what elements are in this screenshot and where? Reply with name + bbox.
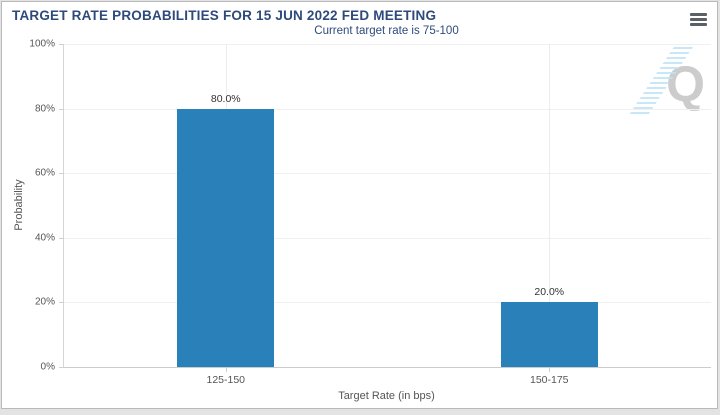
y-tick-mark (59, 44, 64, 45)
watermark-hatch-stripes-icon (629, 47, 693, 115)
y-tick-label: 80% (34, 103, 55, 115)
x-tick-mark (225, 367, 227, 372)
bar-125-150[interactable] (177, 108, 275, 367)
x-category-label: 125-150 (206, 374, 246, 386)
watermark: Q (627, 47, 709, 115)
chart-title: TARGET RATE PROBABILITIES FOR 15 JUN 202… (12, 8, 437, 23)
y-tick-mark (59, 173, 64, 175)
q-logo-icon: Q (666, 56, 705, 112)
y-tick-mark (59, 367, 64, 368)
y-gridline (64, 173, 711, 175)
y-tick-mark (59, 237, 64, 239)
y-tick-mark (59, 302, 64, 304)
x-gridline (549, 44, 551, 367)
y-gridline (64, 302, 711, 304)
chart-card: TARGET RATE PROBABILITIES FOR 15 JUN 202… (1, 1, 718, 409)
x-tick-mark (549, 367, 551, 372)
y-tick-label: 60% (34, 167, 55, 179)
chart-export-menu-button[interactable] (690, 13, 707, 26)
plot-area: Q 0% 20% 40% 60% 80% 100% 125-150 80.0% 150-175 2… (29, 39, 711, 386)
y-axis-title: Probability (13, 179, 25, 231)
y-tick-label: 40% (34, 232, 55, 244)
bar-value-label: 80.0% (210, 92, 241, 105)
x-axis-title: Target Rate (in bps) (338, 390, 435, 402)
y-tick-label: 0% (40, 361, 55, 373)
bar-150-175[interactable] (500, 302, 598, 367)
bar-value-label: 20.0% (534, 286, 565, 299)
x-category-label: 150-175 (529, 374, 569, 386)
y-gridline (64, 108, 711, 110)
y-tick-label: 100% (29, 38, 55, 50)
chart-subtitle: Current target rate is 75-100 (314, 25, 459, 37)
y-tick-label: 20% (34, 296, 55, 308)
y-gridline (64, 44, 711, 45)
y-gridline (64, 237, 711, 239)
y-tick-mark (59, 108, 64, 110)
